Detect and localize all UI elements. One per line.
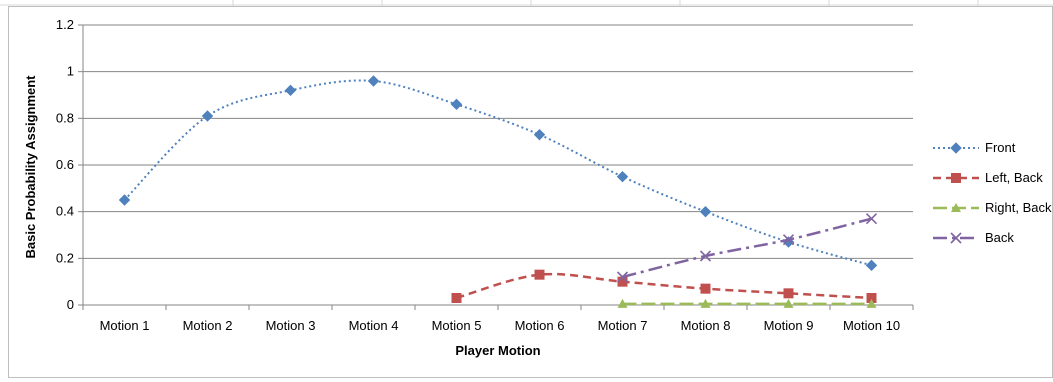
legend-label: Front (985, 140, 1016, 155)
data-point (616, 170, 629, 183)
x-tick-label: Motion 1 (100, 318, 150, 333)
data-point (783, 288, 794, 299)
y-axis-ticks: 0 0.2 0.4 0.6 0.8 1 1.2 (56, 17, 83, 312)
series-line (123, 79, 872, 267)
chart-area[interactable]: 0 0.2 0.4 0.6 0.8 1 1.2 Motion 1 Motion 2 Motion… (8, 6, 1053, 378)
plot-series (118, 75, 878, 308)
data-point (699, 250, 712, 262)
x-axis-ticks: Motion 1 Motion 2 Motion 3 Motion 4 Motion 5… (82, 305, 914, 333)
line-chart: 00.20.40.60.811.2 Motion 1 Motion 2 Motion… (23, 17, 1052, 358)
data-point (617, 298, 628, 308)
legend[interactable]: Front Left, Back Right, Back Back (933, 140, 1052, 245)
data-point (617, 276, 628, 287)
x-tick-label: Motion 6 (515, 318, 565, 333)
y-tick-label: 0.4 (56, 204, 74, 219)
legend-marker (951, 203, 961, 212)
series-1 (451, 269, 877, 303)
y-tick-label: 0.2 (56, 250, 74, 265)
x-tick-label: Motion 10 (843, 318, 900, 333)
data-point (451, 293, 462, 303)
legend-label: Back (985, 230, 1014, 245)
data-point (865, 213, 878, 225)
legend-item[interactable]: Front (933, 140, 1016, 155)
x-tick-label: Motion 3 (266, 318, 316, 333)
legend-marker (951, 173, 961, 183)
data-point (201, 110, 214, 122)
data-point (118, 194, 131, 206)
series-line (456, 272, 872, 300)
data-point (450, 98, 463, 111)
legend-item[interactable]: Back (933, 230, 1014, 245)
x-tick-label: Motion 4 (349, 318, 399, 333)
data-point (284, 84, 297, 97)
y-axis-title: Basic Probability Assignment (23, 75, 38, 259)
data-point (700, 298, 711, 308)
legend-label: Right, Back (985, 200, 1052, 215)
data-point (367, 75, 380, 87)
data-point (700, 283, 711, 294)
gridlines (82, 24, 913, 306)
data-point (782, 234, 795, 246)
series-3 (616, 213, 878, 283)
series-line (622, 217, 872, 279)
legend-item[interactable]: Left, Back (933, 170, 1043, 185)
x-tick-label: Motion 7 (598, 318, 648, 333)
legend-label: Left, Back (985, 170, 1043, 185)
data-point (866, 298, 877, 308)
y-tick-label: 1 (67, 64, 74, 79)
series-2 (617, 298, 877, 308)
y-tick-label: 0.6 (56, 157, 74, 172)
y-tick-label: 0.8 (56, 110, 74, 125)
legend-marker (950, 232, 962, 244)
x-axis-title: Player Motion (455, 343, 540, 358)
x-tick-label: Motion 9 (764, 318, 814, 333)
legend-item[interactable]: Right, Back (933, 200, 1052, 215)
data-point (783, 298, 794, 308)
series-0 (118, 75, 878, 272)
x-tick-label: Motion 2 (183, 318, 233, 333)
data-point (533, 128, 546, 141)
data-point (865, 259, 878, 272)
data-point (534, 269, 545, 280)
legend-marker (950, 142, 962, 154)
y-tick-label: 1.2 (56, 17, 74, 32)
x-tick-label: Motion 5 (432, 318, 482, 333)
data-point (616, 271, 629, 283)
data-point (866, 293, 877, 303)
data-point (699, 205, 712, 218)
x-tick-label: Motion 8 (681, 318, 731, 333)
y-tick-label: 0 (67, 297, 74, 312)
